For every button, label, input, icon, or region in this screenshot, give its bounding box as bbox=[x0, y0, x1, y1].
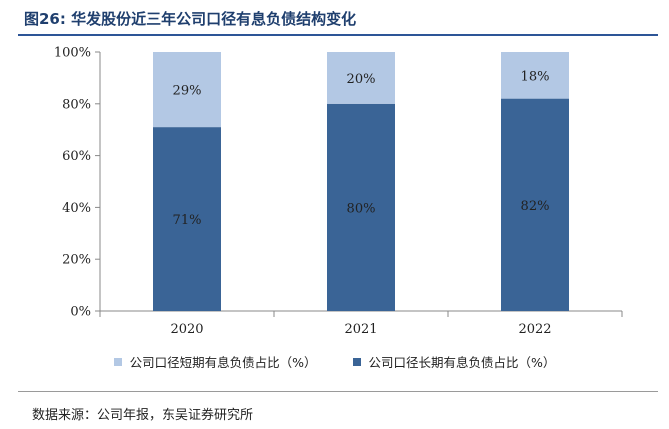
legend-swatch-long-term bbox=[352, 357, 361, 366]
bar-long-term-2020 bbox=[153, 127, 221, 311]
title-rule bbox=[18, 34, 658, 36]
y-tick-label: 80% bbox=[62, 97, 91, 112]
y-tick-label: 40% bbox=[62, 201, 91, 216]
y-tick-label: 20% bbox=[62, 253, 91, 268]
y-tick-label: 100% bbox=[54, 46, 91, 61]
legend-item-long-term: 公司口径长期有息负债占比（%） bbox=[352, 352, 556, 371]
bar-short-term-2021 bbox=[327, 52, 395, 104]
y-tick-label: 60% bbox=[62, 149, 91, 164]
data-label-short-term-2022: 18% bbox=[521, 69, 550, 84]
legend-item-short-term: 公司口径短期有息负债占比（%） bbox=[113, 352, 317, 371]
data-label-long-term-2022: 82% bbox=[521, 199, 550, 214]
data-label-long-term-2021: 80% bbox=[347, 201, 376, 216]
footer-rule bbox=[18, 391, 658, 392]
data-label-short-term-2020: 29% bbox=[173, 84, 202, 99]
source-note: 数据来源：公司年报，东吴证券研究所 bbox=[32, 408, 254, 423]
bar-long-term-2021 bbox=[327, 103, 395, 311]
bar-short-term-2022 bbox=[501, 52, 569, 99]
x-tick-label: 2021 bbox=[344, 322, 377, 337]
legend-label-short-term: 公司口径短期有息负债占比（%） bbox=[129, 355, 317, 370]
legend-label-long-term: 公司口径长期有息负债占比（%） bbox=[368, 355, 556, 370]
bar-long-term-2022 bbox=[501, 98, 569, 312]
chart-legend: 公司口径短期有息负债占比（%） 公司口径长期有息负债占比（%） bbox=[0, 352, 669, 371]
figure-title: 图26: 华发股份近三年公司口径有息负债结构变化 bbox=[24, 10, 357, 28]
data-label-long-term-2020: 71% bbox=[173, 213, 202, 228]
bar-short-term-2020 bbox=[153, 52, 221, 128]
legend-swatch-short-term bbox=[113, 357, 122, 366]
x-tick-label: 2022 bbox=[518, 322, 551, 337]
y-tick-label: 0% bbox=[70, 305, 91, 320]
data-label-short-term-2021: 20% bbox=[347, 72, 376, 87]
x-tick-label: 2020 bbox=[170, 322, 203, 337]
